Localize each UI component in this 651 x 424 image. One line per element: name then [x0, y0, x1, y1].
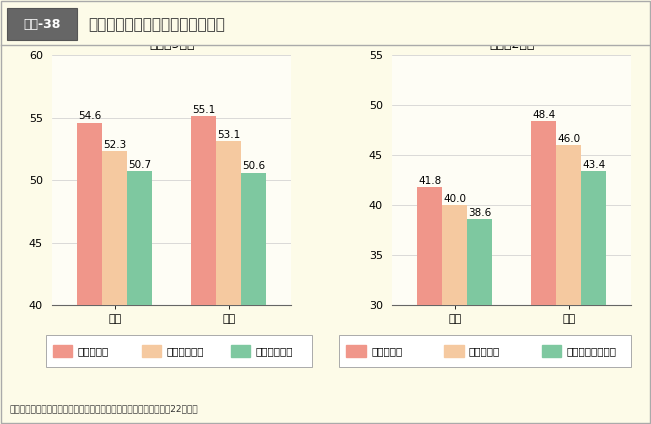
- Text: まったく食べない: まったく食べない: [566, 346, 616, 356]
- Bar: [442, 205, 467, 424]
- Title: 中学校2年生: 中学校2年生: [489, 38, 534, 51]
- Bar: [417, 187, 442, 424]
- Text: 55.1: 55.1: [192, 105, 215, 114]
- Text: 朝食の摂取と体力合計点との関係: 朝食の摂取と体力合計点との関係: [88, 17, 225, 32]
- Bar: [128, 171, 152, 424]
- Bar: [102, 151, 128, 424]
- Text: 48.4: 48.4: [532, 110, 555, 120]
- Text: 53.1: 53.1: [217, 130, 240, 139]
- Text: 43.4: 43.4: [582, 160, 605, 170]
- Text: 時々欠かす: 時々欠かす: [469, 346, 500, 356]
- Text: 38.6: 38.6: [468, 208, 492, 218]
- Text: 54.6: 54.6: [78, 111, 102, 121]
- Title: 小学校5年生: 小学校5年生: [149, 38, 195, 51]
- Bar: [581, 171, 606, 424]
- Text: 毎日食べる: 毎日食べる: [371, 346, 402, 356]
- Text: 毎日食べる: 毎日食べる: [77, 346, 109, 356]
- Bar: [242, 173, 266, 424]
- Text: （点）: （点）: [14, 35, 34, 45]
- Text: （点）: （点）: [353, 35, 374, 45]
- Bar: [77, 123, 102, 424]
- Text: 図表-38: 図表-38: [23, 18, 61, 31]
- Text: 50.6: 50.6: [242, 161, 266, 171]
- Bar: [531, 121, 556, 424]
- Text: 毎日食べない: 毎日食べない: [255, 346, 293, 356]
- Text: 50.7: 50.7: [128, 159, 152, 170]
- Text: 資料：文部科学省「全国体力・運動能力、運動習慣等調査」（平成22年度）: 資料：文部科学省「全国体力・運動能力、運動習慣等調査」（平成22年度）: [10, 404, 199, 413]
- Text: 46.0: 46.0: [557, 134, 580, 144]
- Text: 41.8: 41.8: [418, 176, 441, 186]
- Text: 40.0: 40.0: [443, 194, 466, 204]
- Bar: [467, 219, 492, 424]
- Bar: [191, 117, 216, 424]
- Text: 時々食べない: 時々食べない: [167, 346, 204, 356]
- Bar: [556, 145, 581, 424]
- Bar: [216, 142, 242, 424]
- Text: 52.3: 52.3: [103, 139, 126, 150]
